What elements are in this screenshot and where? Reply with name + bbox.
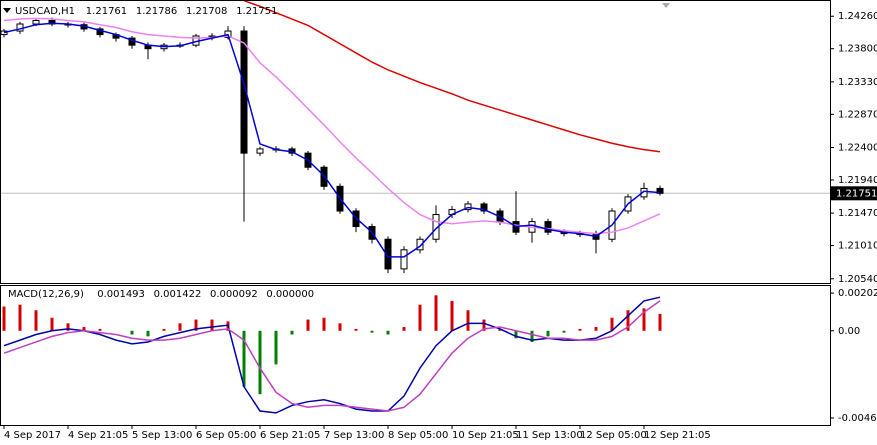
y-tick-label: 0.002021 <box>838 288 877 299</box>
histogram-bar <box>18 304 22 331</box>
y-tick-label: 1.22870 <box>838 109 877 120</box>
y-tick-label: 1.24260 <box>838 11 877 22</box>
ohlc-value: 1.21761 <box>86 6 127 17</box>
y-tick-label: -0.004675 <box>838 413 877 424</box>
y-tick-label: 1.23330 <box>838 77 877 88</box>
histogram-bar <box>578 328 582 331</box>
histogram-bar <box>450 300 454 331</box>
y-tick-label: 1.21010 <box>838 241 877 252</box>
histogram-bar <box>2 306 6 331</box>
candle-body <box>400 249 408 270</box>
histogram-bar <box>594 327 598 331</box>
histogram-bar <box>530 330 534 342</box>
x-tick-label: 4 Sep 21:05 <box>68 430 128 441</box>
histogram-bar <box>514 330 518 339</box>
macd-value: 0.000000 <box>266 289 314 300</box>
candle-body <box>544 221 552 233</box>
histogram-bar <box>658 313 662 331</box>
histogram-bar <box>434 295 438 331</box>
histogram-bar <box>354 328 358 331</box>
ohlc-value: 1.21708 <box>186 6 227 17</box>
dropdown-icon[interactable] <box>3 8 11 13</box>
macd-value: 0.001422 <box>154 289 202 300</box>
histogram-bar <box>386 330 390 335</box>
histogram-bar <box>274 330 278 365</box>
current-price-label: 1.21751 <box>836 188 877 199</box>
ohlc-value: 1.21786 <box>136 6 177 17</box>
histogram-bar <box>466 310 470 331</box>
x-tick-label: 5 Sep 13:00 <box>132 430 192 441</box>
candle-body <box>640 187 648 198</box>
histogram-bar <box>194 319 198 331</box>
x-tick-label: 8 Sep 05:00 <box>388 430 448 441</box>
y-tick-label: 1.22400 <box>838 142 877 153</box>
y-tick-label: 0.00 <box>838 326 860 337</box>
x-tick-label: 4 Sep 2017 <box>4 430 61 441</box>
y-tick-label: 1.21940 <box>838 175 877 186</box>
x-tick-label: 11 Sep 13:00 <box>516 430 583 441</box>
y-tick-label: 1.21470 <box>838 208 877 219</box>
current-price-box <box>831 186 877 201</box>
histogram-bar <box>306 319 310 331</box>
histogram-bar <box>146 330 150 337</box>
symbol-title: USDCAD,H1 <box>15 6 75 17</box>
histogram-bar <box>546 330 550 337</box>
indicator-line <box>3 17 661 235</box>
histogram-bar <box>66 323 70 331</box>
main-panel-border <box>0 0 831 284</box>
shift-marker <box>662 3 670 8</box>
histogram-bar <box>290 330 294 335</box>
x-tick-label: 7 Sep 13:00 <box>324 430 384 441</box>
histogram-bar <box>210 319 214 331</box>
histogram-bar <box>98 328 102 331</box>
candle-body <box>384 238 392 270</box>
x-tick-label: 6 Sep 21:05 <box>260 430 320 441</box>
indicator-line <box>3 300 661 412</box>
histogram-bar <box>402 327 406 331</box>
macd-value: 0.000092 <box>210 289 258 300</box>
histogram-bar <box>242 330 246 387</box>
histogram-bar <box>370 330 374 333</box>
x-tick-label: 6 Sep 05:00 <box>196 430 256 441</box>
histogram-bar <box>50 317 54 331</box>
histogram-bar <box>562 330 566 333</box>
candle-body <box>480 203 488 212</box>
indicator-line <box>3 22 661 258</box>
ohlc-value: 1.21751 <box>236 6 277 17</box>
candle-body <box>256 148 264 154</box>
macd-panel-border <box>0 285 831 426</box>
indicator-line <box>243 0 661 153</box>
histogram-bar <box>498 328 502 331</box>
candle-body <box>656 187 664 194</box>
macd-title: MACD(12,26,9) <box>8 289 84 300</box>
x-tick-label: 12 Sep 21:05 <box>644 430 711 441</box>
x-tick-label: 12 Sep 05:00 <box>580 430 647 441</box>
histogram-bar <box>610 317 614 331</box>
histogram-bar <box>130 330 134 335</box>
histogram-bar <box>418 304 422 331</box>
histogram-bar <box>642 308 646 331</box>
macd-value: 0.001493 <box>97 289 145 300</box>
candle-body <box>32 19 40 25</box>
histogram-bar <box>82 327 86 331</box>
histogram-bar <box>178 323 182 331</box>
x-tick-label: 10 Sep 21:05 <box>452 430 519 441</box>
y-tick-label: 1.23800 <box>838 44 877 55</box>
histogram-bar <box>258 330 262 395</box>
histogram-bar <box>482 319 486 331</box>
histogram-bar <box>162 328 166 331</box>
histogram-bar <box>34 310 38 331</box>
candle-body <box>240 30 248 154</box>
candle-body <box>416 238 424 251</box>
histogram-bar <box>626 310 630 331</box>
y-tick-label: 1.20540 <box>838 274 877 285</box>
histogram-bar <box>338 323 342 331</box>
histogram-bar <box>322 317 326 331</box>
